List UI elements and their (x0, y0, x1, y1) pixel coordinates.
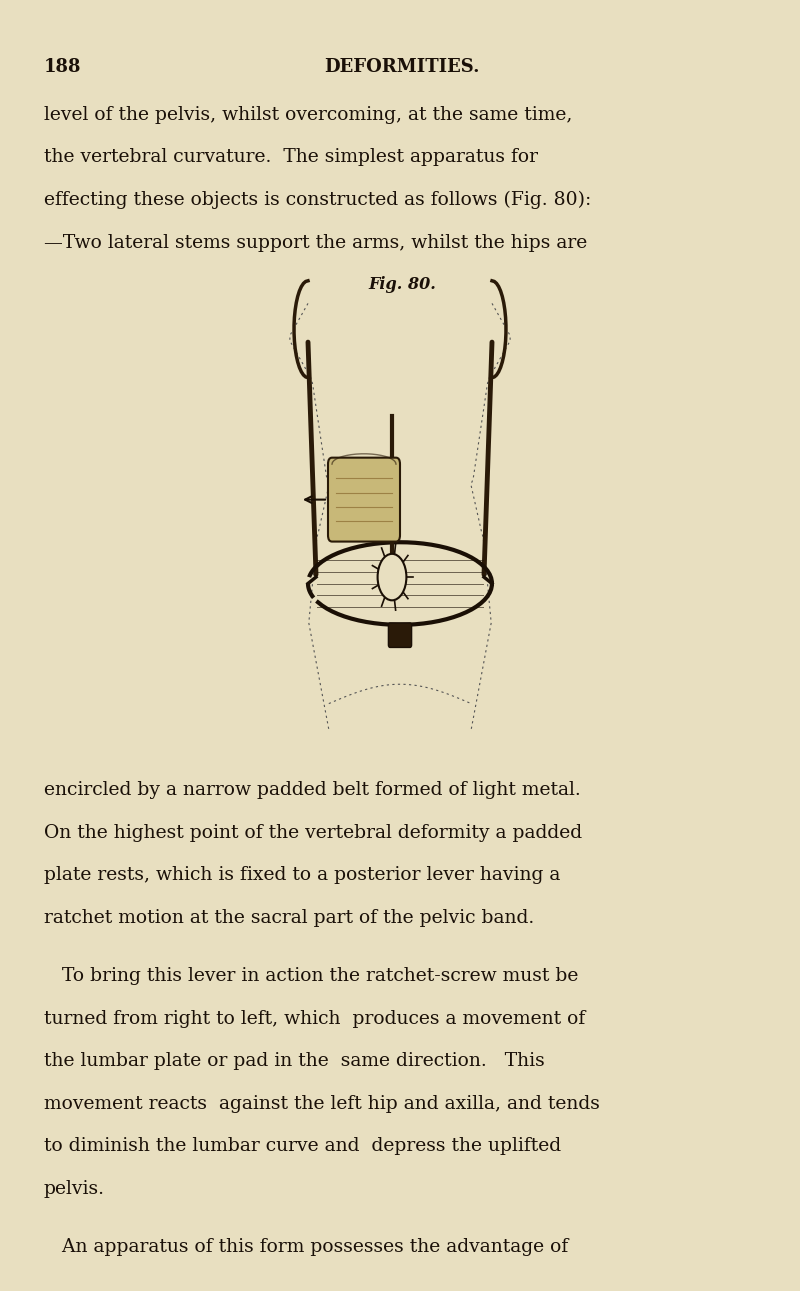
Text: —Two lateral stems support the arms, whilst the hips are: —Two lateral stems support the arms, whi… (44, 234, 587, 252)
Text: plate rests, which is fixed to a posterior lever having a: plate rests, which is fixed to a posteri… (44, 866, 560, 884)
Text: On the highest point of the vertebral deformity a padded: On the highest point of the vertebral de… (44, 824, 582, 842)
Text: encircled by a narrow padded belt formed of light metal.: encircled by a narrow padded belt formed… (44, 781, 581, 799)
FancyBboxPatch shape (389, 622, 411, 647)
Text: DEFORMITIES.: DEFORMITIES. (324, 58, 480, 76)
Text: level of the pelvis, whilst overcoming, at the same time,: level of the pelvis, whilst overcoming, … (44, 106, 572, 124)
Text: movement reacts  against the left hip and axilla, and tends: movement reacts against the left hip and… (44, 1095, 600, 1113)
Text: ratchet motion at the sacral part of the pelvic band.: ratchet motion at the sacral part of the… (44, 909, 534, 927)
Text: turned from right to left, which  produces a movement of: turned from right to left, which produce… (44, 1010, 586, 1028)
Text: 188: 188 (44, 58, 82, 76)
Text: to diminish the lumbar curve and  depress the uplifted: to diminish the lumbar curve and depress… (44, 1137, 561, 1155)
FancyBboxPatch shape (328, 458, 400, 541)
Text: To bring this lever in action the ratchet-screw must be: To bring this lever in action the ratche… (44, 967, 578, 985)
Circle shape (378, 554, 406, 600)
Text: effecting these objects is constructed as follows (Fig. 80):: effecting these objects is constructed a… (44, 191, 591, 209)
Text: An apparatus of this form possesses the advantage of: An apparatus of this form possesses the … (44, 1238, 568, 1256)
Text: Fig. 80.: Fig. 80. (368, 276, 436, 293)
Text: the vertebral curvature.  The simplest apparatus for: the vertebral curvature. The simplest ap… (44, 148, 538, 167)
Text: the lumbar plate or pad in the  same direction.   This: the lumbar plate or pad in the same dire… (44, 1052, 545, 1070)
Text: pelvis.: pelvis. (44, 1180, 105, 1198)
